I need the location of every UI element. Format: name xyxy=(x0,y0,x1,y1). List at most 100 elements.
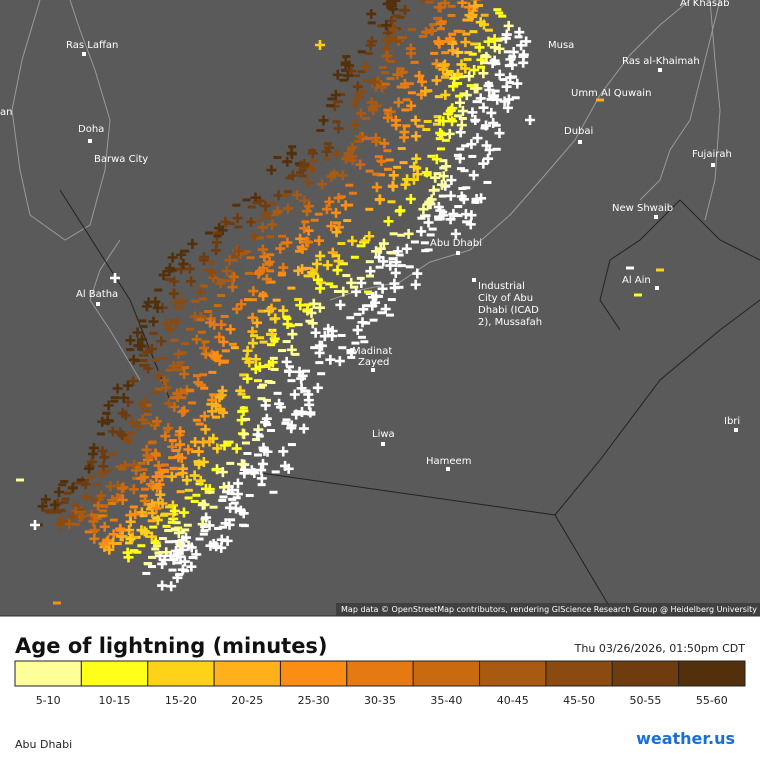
strike-minus xyxy=(347,355,356,359)
place-label: Liwa xyxy=(372,429,395,440)
strike-plus xyxy=(169,288,180,299)
strike-minus xyxy=(258,383,267,387)
strike-minus xyxy=(492,62,501,66)
place-label: Hameem xyxy=(426,456,471,467)
strike-plus xyxy=(155,489,166,500)
strike-minus xyxy=(458,117,467,121)
strike-minus xyxy=(45,510,54,514)
strike-minus xyxy=(199,373,208,377)
legend-swatch xyxy=(479,660,547,687)
strike-minus xyxy=(176,490,185,494)
legend-swatch xyxy=(545,660,613,687)
place-label: Dhabi (ICAD xyxy=(478,305,539,316)
strike-minus xyxy=(466,84,475,88)
strike-minus xyxy=(115,465,124,469)
strike-plus xyxy=(441,161,452,172)
strike-plus xyxy=(322,260,333,271)
strike-plus xyxy=(98,538,109,549)
strike-plus xyxy=(157,558,168,569)
strike-plus xyxy=(331,148,342,159)
place-label: Al Ain xyxy=(622,275,651,286)
strike-minus xyxy=(228,342,237,346)
borders xyxy=(59,189,760,617)
strike-plus xyxy=(195,287,206,298)
strike-minus xyxy=(338,346,347,350)
strike-minus xyxy=(255,434,264,438)
strike-minus xyxy=(252,201,261,205)
strike-minus xyxy=(169,466,178,470)
strike-plus xyxy=(384,34,395,45)
strike-minus xyxy=(213,304,222,308)
strike-minus xyxy=(100,504,109,508)
strike-minus xyxy=(345,183,354,187)
strike-minus xyxy=(455,50,464,54)
strike-plus xyxy=(489,34,500,45)
strike-minus xyxy=(351,74,360,78)
strike-plus xyxy=(260,201,271,212)
strike-plus xyxy=(355,108,366,119)
strike-plus xyxy=(296,373,307,384)
strike-minus xyxy=(159,356,168,360)
strike-minus xyxy=(283,317,292,321)
strike-minus xyxy=(457,30,466,34)
strike-plus xyxy=(97,445,108,456)
strike-minus xyxy=(191,450,200,454)
strike-minus xyxy=(432,122,441,126)
strike-minus xyxy=(148,555,157,559)
strike-minus xyxy=(280,241,289,245)
strike-minus xyxy=(239,373,248,377)
strike-plus xyxy=(216,319,227,330)
strike-minus xyxy=(401,108,410,112)
strike-minus xyxy=(455,94,464,98)
strike-minus xyxy=(479,61,488,65)
strike-minus xyxy=(270,367,279,371)
strike-minus xyxy=(480,126,489,130)
strike-plus xyxy=(77,511,88,522)
strike-minus xyxy=(484,28,493,32)
strike-minus xyxy=(127,431,136,435)
strike-plus xyxy=(390,0,401,6)
strike-plus xyxy=(440,89,451,100)
strike-minus xyxy=(337,333,346,337)
strike-minus xyxy=(242,417,251,421)
strike-minus xyxy=(374,294,383,298)
place-label: Umm Al Quwain xyxy=(571,88,651,99)
strike-minus xyxy=(172,521,181,525)
strike-plus xyxy=(342,70,353,81)
strike-minus xyxy=(441,138,450,142)
strike-plus xyxy=(478,68,489,79)
strike-plus xyxy=(518,57,529,68)
attribution: Map data © OpenStreetMap contributors, r… xyxy=(341,605,757,614)
strike-plus xyxy=(207,406,218,417)
strike-plus xyxy=(212,443,223,454)
strike-minus xyxy=(76,507,85,511)
strike-minus xyxy=(332,254,341,258)
strike-minus xyxy=(461,144,470,148)
strike-minus xyxy=(363,137,372,141)
strike-minus xyxy=(197,330,206,334)
strike-minus xyxy=(164,277,173,281)
strike-minus xyxy=(287,379,296,383)
strike-plus xyxy=(307,148,318,159)
strike-minus xyxy=(463,57,472,61)
strike-minus xyxy=(387,298,396,302)
strike-minus xyxy=(470,42,479,46)
strike-plus xyxy=(455,153,466,164)
strike-plus xyxy=(274,398,285,409)
strike-minus xyxy=(213,234,222,238)
strike-minus xyxy=(397,147,406,151)
strike-minus xyxy=(285,176,294,180)
strike-minus xyxy=(169,319,178,323)
strike-plus xyxy=(303,201,314,212)
strike-minus xyxy=(252,438,261,442)
strike-minus xyxy=(108,452,117,456)
strike-plus xyxy=(219,440,230,451)
strike-minus xyxy=(245,494,254,498)
strike-plus xyxy=(178,258,189,269)
strike-minus xyxy=(170,338,179,342)
strike-plus xyxy=(411,131,422,142)
strike-minus xyxy=(211,403,220,407)
strike-minus xyxy=(348,191,357,195)
strike-minus xyxy=(109,518,118,522)
strike-minus xyxy=(439,166,448,170)
